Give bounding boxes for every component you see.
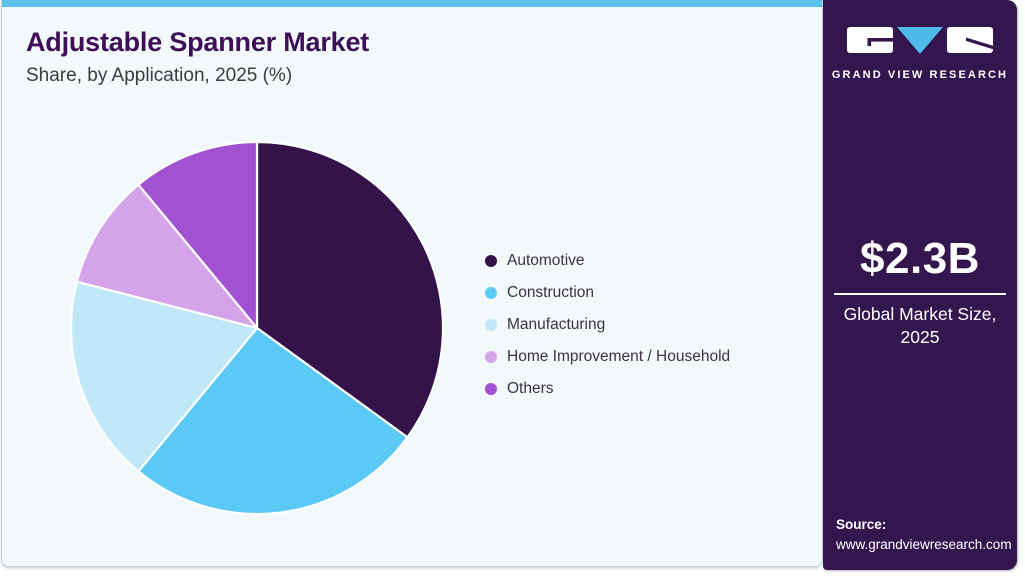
market-size-label-line2: 2025 <box>900 327 940 348</box>
brand-name: GRAND VIEW RESEARCH <box>831 69 1009 81</box>
legend-item: Home Improvement / Household <box>485 346 730 368</box>
chart-card: Adjustable Spanner Market Share, by Appl… <box>1 0 823 567</box>
source-block: Source: www.grandviewresearch.com <box>836 515 1012 556</box>
market-size-block: $2.3B Global Market Size, 2025 <box>823 234 1017 349</box>
legend-item: Manufacturing <box>485 314 730 336</box>
page-subtitle: Share, by Application, 2025 (%) <box>26 65 293 86</box>
legend-swatch-icon <box>485 287 497 299</box>
pie-slice-manufacturing <box>69 280 259 473</box>
legend-swatch-icon <box>485 383 497 395</box>
pie-chart-container <box>67 138 447 518</box>
legend: Automotive Construction Manufacturing Home … <box>485 250 730 400</box>
legend-label: Automotive <box>507 252 585 269</box>
gvr-logo-icon <box>847 27 993 54</box>
sidebar: GRAND VIEW RESEARCH $2.3B Global Market … <box>823 0 1017 570</box>
pie-slice-construction <box>137 326 409 516</box>
legend-label: Home Improvement / Household <box>507 348 731 365</box>
header: Adjustable Spanner Market Share, by Appl… <box>26 27 369 87</box>
legend-label: Manufacturing <box>507 316 606 333</box>
legend-swatch-icon <box>485 319 497 331</box>
legend-item: Automotive <box>485 250 730 272</box>
accent-bar <box>2 0 822 7</box>
pie-slice-home-improvement-household <box>75 183 259 330</box>
logo-block: GRAND VIEW RESEARCH <box>823 26 1017 81</box>
pie-slice-others <box>137 140 259 330</box>
legend-item: Construction <box>485 282 730 304</box>
pie-slice-automotive <box>255 140 445 439</box>
divider <box>834 293 1006 295</box>
legend-label: Others <box>507 380 554 397</box>
page-title: Adjustable Spanner Market <box>26 27 370 57</box>
legend-label: Construction <box>507 284 595 301</box>
legend-item: Others <box>485 378 730 400</box>
legend-swatch-icon <box>485 255 497 267</box>
pie-chart <box>69 140 445 516</box>
source-label: Source: <box>836 516 887 532</box>
source-url: www.grandviewresearch.com <box>836 536 1012 552</box>
market-size-value: $2.3B <box>860 234 980 283</box>
market-size-label-line1: Global Market Size, <box>843 304 997 324</box>
legend-swatch-icon <box>485 351 497 363</box>
